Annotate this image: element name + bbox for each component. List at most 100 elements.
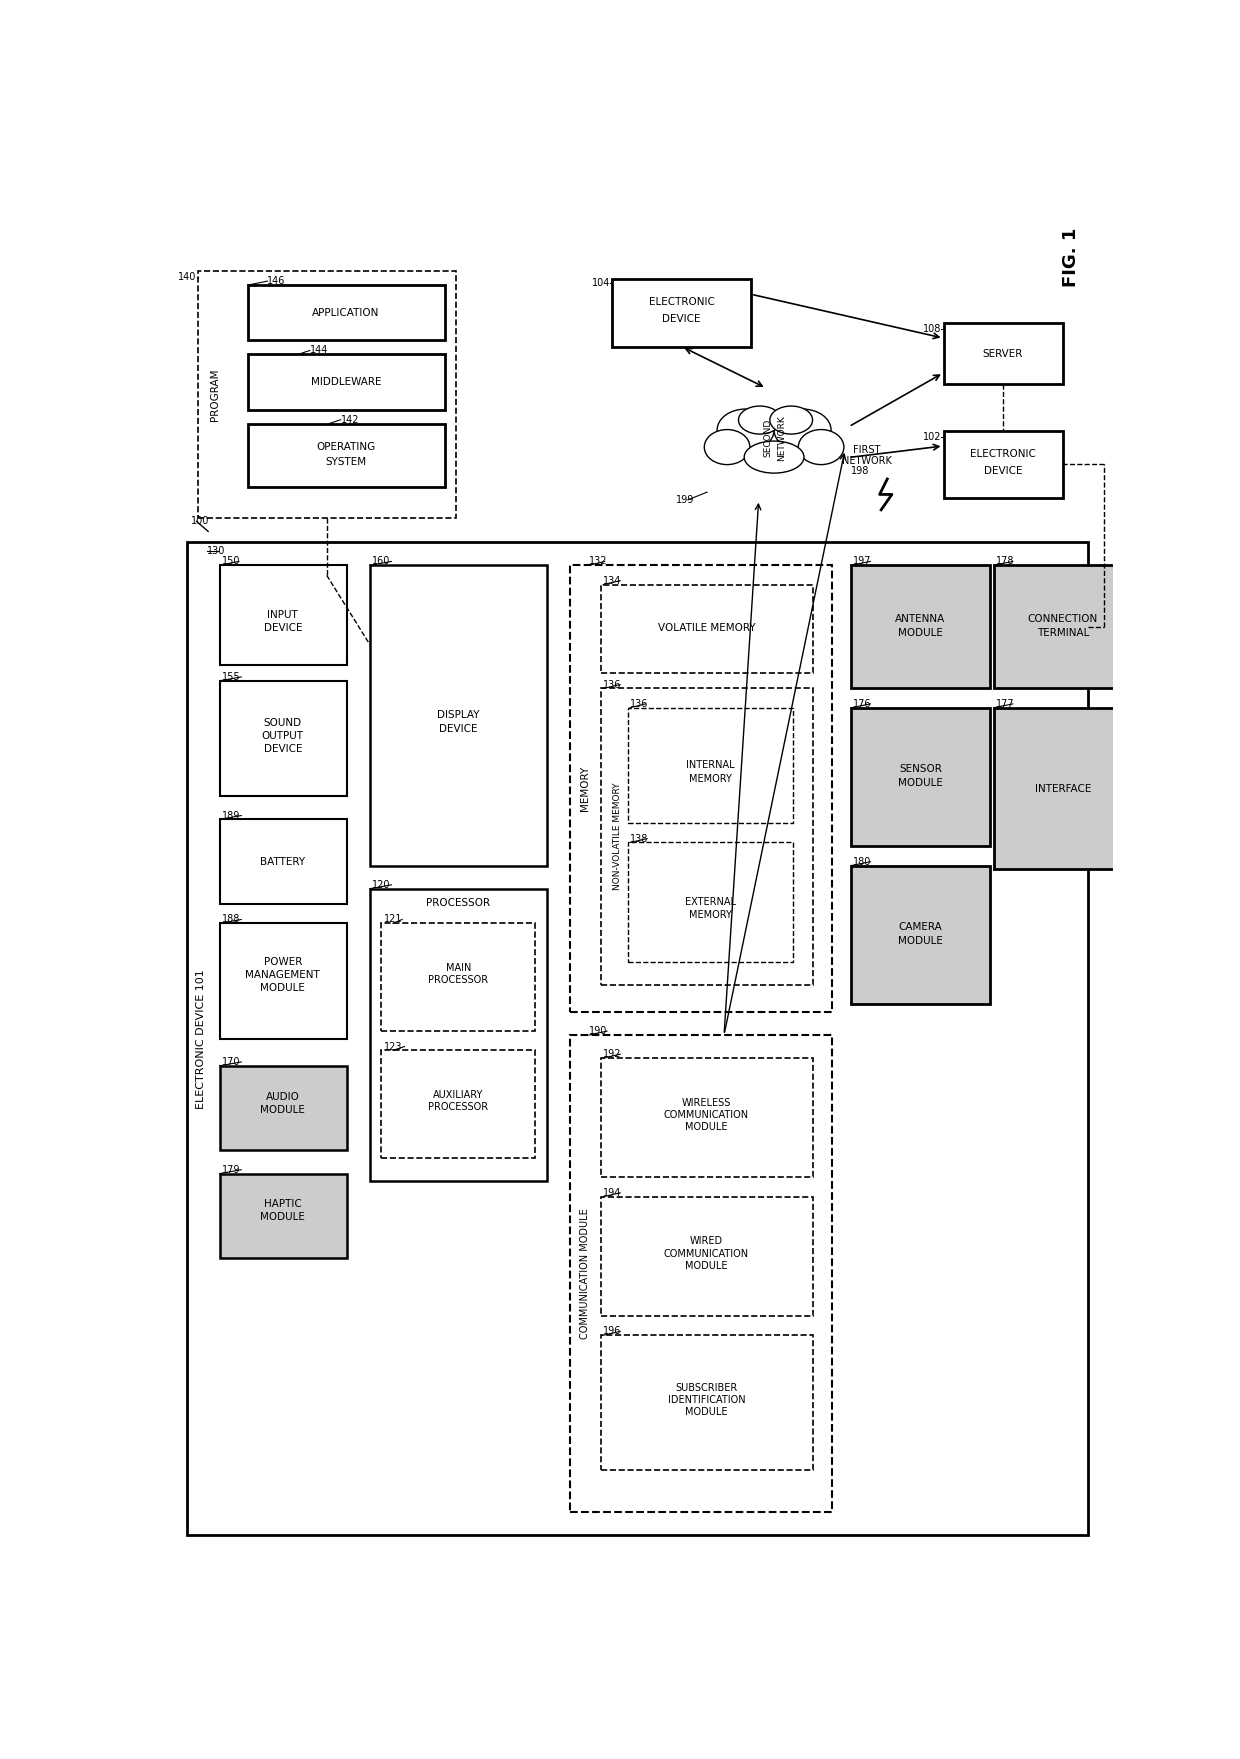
Text: 178: 178: [996, 556, 1014, 566]
Text: DEVICE: DEVICE: [264, 744, 303, 755]
Text: MEMORY: MEMORY: [580, 765, 590, 811]
Bar: [382, 923, 536, 1031]
Text: OUTPUT: OUTPUT: [262, 732, 304, 741]
Bar: [219, 565, 347, 665]
Text: MODULE: MODULE: [260, 1105, 305, 1115]
Text: INTERFACE: INTERFACE: [1034, 783, 1091, 793]
Ellipse shape: [737, 417, 811, 468]
Text: 136: 136: [603, 679, 621, 690]
Text: 142: 142: [341, 415, 360, 424]
Bar: [993, 565, 1132, 688]
Text: 136: 136: [630, 698, 649, 709]
Bar: [248, 285, 444, 341]
Text: 179: 179: [222, 1164, 241, 1175]
Text: SENSOR: SENSOR: [899, 765, 942, 774]
Text: 132: 132: [589, 556, 608, 566]
Ellipse shape: [739, 406, 781, 434]
Text: MODULE: MODULE: [684, 1122, 728, 1133]
Text: EXTERNAL: EXTERNAL: [684, 897, 735, 908]
Text: 160: 160: [372, 556, 391, 566]
Text: MAIN: MAIN: [445, 962, 471, 973]
Text: MEMORY: MEMORY: [688, 909, 732, 920]
Text: 189: 189: [222, 811, 241, 820]
Text: MIDDLEWARE: MIDDLEWARE: [311, 376, 381, 387]
Bar: [851, 707, 990, 846]
Text: FIRST: FIRST: [853, 445, 880, 456]
Text: 176: 176: [853, 698, 872, 709]
Text: COMMUNICATION: COMMUNICATION: [663, 1249, 749, 1259]
Bar: [851, 865, 990, 1004]
Text: SECOND: SECOND: [764, 419, 773, 457]
Text: ANTENNA: ANTENNA: [895, 614, 946, 624]
Text: FIG. 1: FIG. 1: [1061, 227, 1080, 287]
Bar: [570, 565, 832, 1011]
Text: 120: 120: [372, 880, 391, 890]
Text: MEMORY: MEMORY: [688, 774, 732, 783]
Bar: [219, 923, 347, 1040]
Bar: [219, 1066, 347, 1150]
Text: DEVICE: DEVICE: [439, 725, 477, 734]
Bar: [601, 1196, 812, 1316]
Bar: [601, 688, 812, 985]
Text: SERVER: SERVER: [982, 348, 1023, 359]
Text: VOLATILE MEMORY: VOLATILE MEMORY: [657, 623, 755, 633]
Text: 108: 108: [923, 324, 941, 334]
Text: NETWORK: NETWORK: [842, 456, 892, 466]
Text: 100: 100: [191, 517, 210, 526]
Text: INTERNAL: INTERNAL: [686, 760, 734, 770]
Bar: [944, 431, 1063, 498]
Text: AUDIO: AUDIO: [265, 1092, 300, 1101]
Text: 123: 123: [383, 1041, 402, 1052]
Bar: [248, 424, 444, 487]
Text: 177: 177: [996, 698, 1014, 709]
Text: HAPTIC: HAPTIC: [264, 1200, 301, 1210]
Text: MANAGEMENT: MANAGEMENT: [246, 969, 320, 980]
Ellipse shape: [770, 406, 812, 434]
Text: 155: 155: [222, 672, 241, 682]
Text: 180: 180: [853, 857, 872, 867]
Text: 196: 196: [603, 1326, 621, 1337]
Text: APPLICATION: APPLICATION: [312, 308, 379, 318]
Bar: [248, 354, 444, 410]
Text: MODULE: MODULE: [898, 628, 942, 639]
Text: BATTERY: BATTERY: [260, 857, 305, 867]
Text: IDENTIFICATION: IDENTIFICATION: [667, 1395, 745, 1405]
Text: 198: 198: [851, 466, 869, 477]
Bar: [382, 1050, 536, 1157]
Text: COMMUNICATION: COMMUNICATION: [663, 1110, 749, 1120]
Bar: [601, 1335, 812, 1471]
Bar: [627, 843, 794, 962]
Text: SUBSCRIBER: SUBSCRIBER: [676, 1383, 738, 1393]
Bar: [187, 542, 1089, 1536]
Text: SOUND: SOUND: [264, 718, 301, 728]
Text: DEVICE: DEVICE: [983, 466, 1022, 475]
Text: 104: 104: [591, 278, 610, 288]
Bar: [944, 322, 1063, 383]
Text: 102: 102: [923, 431, 941, 442]
Text: MODULE: MODULE: [898, 777, 942, 788]
Text: DEVICE: DEVICE: [264, 623, 303, 633]
Ellipse shape: [704, 429, 750, 464]
Bar: [219, 1173, 347, 1258]
Ellipse shape: [717, 410, 774, 450]
Ellipse shape: [774, 410, 831, 450]
Text: 144: 144: [310, 345, 329, 355]
Text: 138: 138: [630, 834, 649, 844]
Ellipse shape: [799, 429, 844, 464]
Text: ELECTRONIC: ELECTRONIC: [970, 449, 1035, 459]
Bar: [370, 888, 547, 1182]
Text: TERMINAL: TERMINAL: [1037, 628, 1089, 639]
Text: ELECTRONIC DEVICE 101: ELECTRONIC DEVICE 101: [196, 969, 206, 1108]
Text: WIRED: WIRED: [689, 1237, 723, 1247]
Text: COMMUNICATION MODULE: COMMUNICATION MODULE: [580, 1208, 590, 1339]
Bar: [370, 565, 547, 865]
Text: MODULE: MODULE: [684, 1407, 728, 1418]
Text: 197: 197: [853, 556, 872, 566]
Text: MODULE: MODULE: [684, 1261, 728, 1272]
Text: AUXILIARY: AUXILIARY: [433, 1091, 484, 1099]
Text: PROCESSOR: PROCESSOR: [428, 974, 489, 985]
Bar: [601, 1059, 812, 1177]
Text: SYSTEM: SYSTEM: [325, 457, 367, 468]
Text: NETWORK: NETWORK: [777, 415, 786, 461]
Text: 170: 170: [222, 1057, 241, 1068]
